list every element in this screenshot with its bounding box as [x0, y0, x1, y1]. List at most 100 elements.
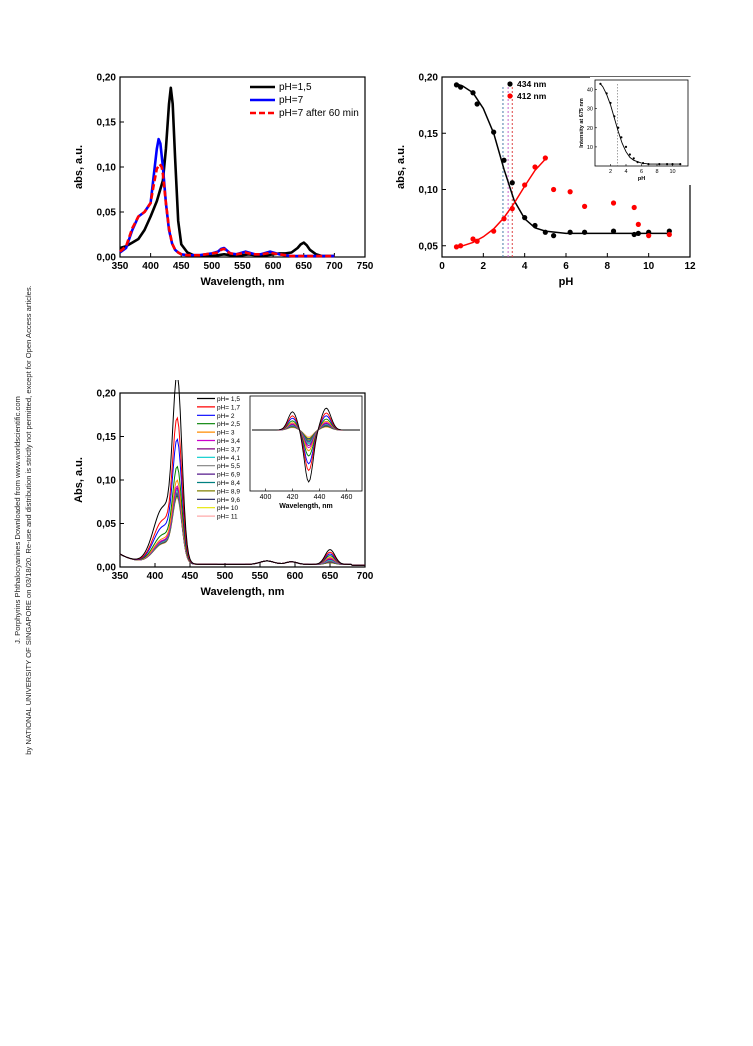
data-point — [635, 230, 641, 236]
download-notice: J. Porphyrins Phthalocyanines Downloaded… — [0, 0, 40, 1041]
inset-x-tick-label: 440 — [314, 494, 326, 501]
legend-label: pH= 10 — [217, 505, 239, 512]
data-point — [582, 229, 588, 235]
legend-label: 434 nm — [517, 79, 547, 89]
inset-x-tick-label: 400 — [260, 494, 272, 501]
inset-data-point — [671, 162, 674, 166]
inset-data-point — [599, 82, 602, 85]
x-tick-label: 700 — [326, 261, 343, 272]
x-tick-label: 400 — [147, 571, 164, 582]
data-point — [610, 228, 617, 234]
series-line-1 — [119, 137, 335, 258]
inset-x-axis-label: Wavelength, nm — [279, 503, 332, 510]
x-tick-label: 600 — [287, 571, 304, 582]
data-point — [458, 243, 464, 249]
x-tick-label: 450 — [173, 261, 190, 272]
data-point — [470, 90, 476, 96]
x-axis-label: pH — [559, 276, 574, 288]
x-tick-label: 6 — [563, 261, 569, 272]
y-tick-label: 0,05 — [97, 519, 117, 530]
data-point — [474, 238, 480, 244]
x-tick-label: 750 — [357, 261, 374, 272]
y-tick-label: 0,15 — [97, 432, 117, 443]
data-point — [582, 203, 588, 209]
x-tick-label: 8 — [605, 261, 611, 272]
y-tick-label: 0,10 — [419, 185, 439, 196]
download-notice-line1: J. Porphyrins Phthalocyanines Downloaded… — [13, 396, 22, 644]
inset-data-point — [609, 101, 612, 105]
inset-x-tick-label: 10 — [669, 169, 675, 175]
x-tick-label: 650 — [322, 571, 339, 582]
chart-panel-a: 350 400 450 500 550 600 650 700 750 0,00 0,05 0,10 0… — [73, 73, 374, 289]
series-line-0 — [119, 86, 335, 258]
data-point — [509, 206, 515, 212]
inset-curve-0 — [252, 407, 360, 483]
data-point — [646, 233, 652, 239]
legend-label: pH= 2,5 — [217, 421, 240, 428]
legend-marker — [507, 93, 513, 99]
inset-data-point — [628, 153, 631, 156]
data-point — [567, 189, 573, 195]
data-point — [453, 82, 460, 88]
chart-panel-b: 0 2 4 6 8 10 12 0,05 0,10 0,15 0,20 pH abs, a.u. 434 … — [395, 73, 696, 289]
legend-label: 412 nm — [517, 91, 547, 101]
series-line-7 — [119, 489, 365, 566]
y-tick-label: 0,05 — [419, 241, 439, 252]
data-point — [522, 182, 528, 188]
x-tick-label: 550 — [234, 261, 251, 272]
data-point — [522, 215, 528, 221]
legend-label: pH= 8,4 — [217, 480, 240, 487]
y-tick-label: 0,10 — [97, 476, 117, 487]
x-tick-label: 450 — [182, 571, 199, 582]
data-point — [501, 216, 507, 222]
inset-data-point — [605, 92, 608, 95]
data-point — [532, 222, 538, 229]
legend-marker — [507, 81, 513, 87]
x-tick-label: 650 — [295, 261, 312, 272]
y-tick-label: 0,20 — [97, 389, 117, 400]
y-tick-label: 0,10 — [97, 163, 117, 174]
x-tick-label: 550 — [252, 571, 269, 582]
data-point — [474, 101, 480, 107]
x-axis-label: Wavelength, nm — [201, 276, 285, 288]
data-point — [532, 164, 538, 170]
y-axis-label: abs, a.u. — [73, 145, 85, 189]
data-point — [551, 233, 557, 239]
legend-label: pH= 1,5 — [217, 396, 240, 403]
y-tick-label: 0,15 — [419, 129, 439, 140]
data-point — [470, 236, 476, 242]
x-tick-label: 400 — [142, 261, 159, 272]
x-tick-label: 12 — [684, 261, 696, 272]
y-tick-label: 0,20 — [97, 73, 117, 84]
legend-label: pH=7 — [279, 95, 304, 106]
inset-data-point — [620, 136, 623, 139]
y-tick-label: 0,00 — [97, 563, 117, 574]
download-notice-line2: by NATIONAL UNIVERSITY OF SINGAPORE on 0… — [24, 285, 33, 755]
download-notice-svg: J. Porphyrins Phthalocyanines Downloaded… — [13, 285, 33, 755]
x-axis-label: Wavelength, nm — [201, 586, 285, 598]
x-tick-label: 500 — [204, 261, 221, 272]
legend-label: pH=7 after 60 min — [279, 108, 359, 119]
x-tick-label: 700 — [357, 571, 374, 582]
x-tick-label: 600 — [265, 261, 282, 272]
data-point — [631, 204, 637, 211]
inset-data-point — [679, 162, 682, 166]
inset-y-tick-label: 30 — [587, 107, 593, 113]
inset-y-tick-label: 10 — [587, 145, 593, 151]
x-tick-label: 350 — [112, 261, 129, 272]
data-point — [610, 200, 617, 206]
x-tick-label: 350 — [112, 571, 129, 582]
data-point — [458, 84, 464, 90]
data-point — [542, 229, 548, 235]
inset-x-tick-label: 2 — [609, 169, 612, 175]
y-tick-label: 0,05 — [97, 208, 117, 219]
data-point — [491, 228, 497, 234]
data-point — [567, 229, 573, 235]
legend-label: pH= 11 — [217, 514, 238, 521]
x-tick-label: 4 — [522, 261, 528, 272]
data-point — [509, 180, 515, 186]
y-tick-label: 0,00 — [97, 253, 117, 264]
inset-data-point — [665, 162, 669, 166]
series-line-0 — [119, 380, 365, 566]
y-tick-label: 0,20 — [419, 73, 439, 84]
